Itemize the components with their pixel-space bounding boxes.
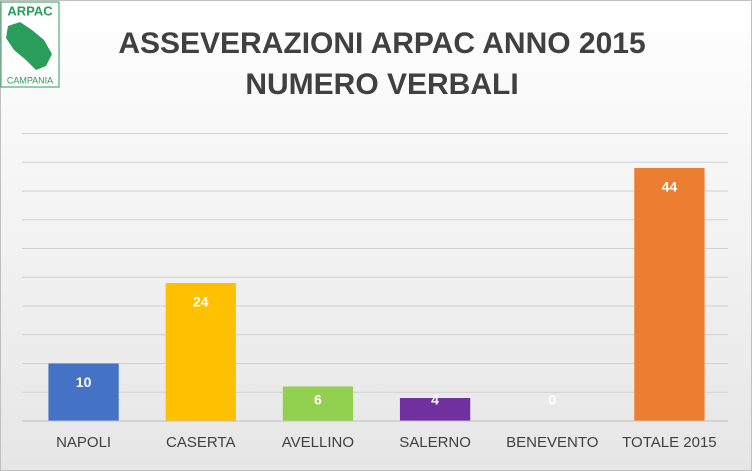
- bar: [165, 283, 236, 421]
- logo-map: [6, 22, 52, 70]
- bar: [48, 363, 119, 421]
- data-label: 6: [314, 392, 322, 408]
- x-tick-label: TOTALE 2015: [622, 434, 717, 451]
- data-label: 4: [431, 392, 439, 408]
- data-label: 24: [193, 294, 209, 310]
- x-tick-label: BENEVENTO: [506, 434, 598, 451]
- logo: ARPAC CAMPANIA: [0, 1, 60, 88]
- chart-subtitle: NUMERO VERBALI: [245, 68, 518, 101]
- x-tick-label: CASERTA: [166, 434, 235, 451]
- x-tick-label: AVELLINO: [282, 434, 354, 451]
- data-label: 10: [76, 374, 92, 390]
- logo-text: CAMPANIA: [7, 75, 53, 85]
- bar: [282, 386, 354, 421]
- logo-text: ARPAC: [7, 3, 53, 18]
- data-label: 0: [548, 392, 556, 408]
- bar: [399, 398, 471, 421]
- chart-title: ASSEVERAZIONI ARPAC ANNO 2015: [118, 27, 645, 60]
- x-tick-label: NAPOLI: [56, 434, 111, 451]
- data-label: 44: [662, 179, 678, 195]
- bar: [634, 168, 705, 421]
- x-tick-label: SALERNO: [399, 434, 471, 451]
